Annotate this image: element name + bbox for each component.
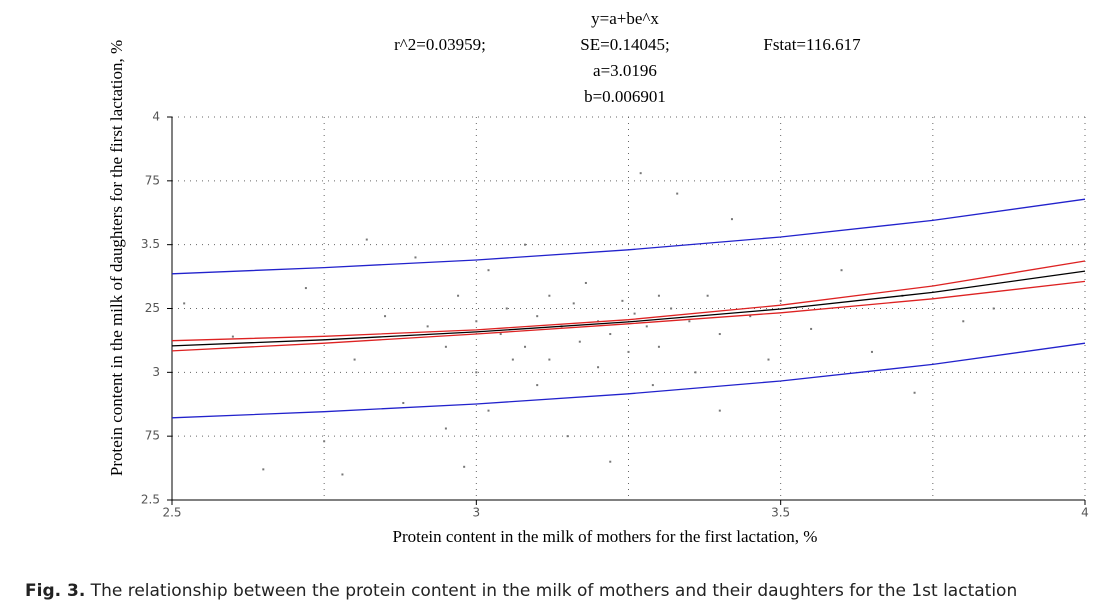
point [670,307,673,310]
y-tick-label: 4 [152,110,160,124]
point [341,473,344,476]
y-tick-label: 75 [145,173,160,187]
point [572,302,575,305]
fit-curve [171,280,1086,352]
x-tick-label: 3 [473,506,481,520]
point [475,320,478,323]
point [609,333,612,336]
point [810,327,813,330]
y-tick-label: 3.5 [141,237,160,251]
point [548,294,551,297]
stat-r2: r^2=0.03959; [394,35,486,54]
x-axis-label: Protein content in the milk of mothers f… [393,527,818,546]
point [718,333,721,336]
point [609,460,612,463]
caption: Fig. 3. The relationship between the pro… [25,581,1017,601]
point [597,366,600,369]
equation: y=a+be^x [591,9,659,28]
point [457,294,460,297]
fit-curve [171,270,1086,347]
point [536,315,539,318]
x-tick-label: 3.5 [771,506,790,520]
point [694,371,697,374]
point [444,427,447,430]
fit-curve [171,342,1086,419]
point [676,192,679,195]
point [414,256,417,259]
stat-fstat: Fstat=116.617 [763,35,861,54]
point [992,307,995,310]
point [524,345,527,348]
x-tick-label: 2.5 [162,506,181,520]
fit-curve [171,260,1086,342]
point [487,409,490,412]
point [870,350,873,353]
point [262,468,265,471]
point [706,294,709,297]
point [913,391,916,394]
point [645,325,648,328]
y-axis-label: Protein content in the milk of daughters… [107,40,126,476]
point [536,384,539,387]
point [566,435,569,438]
point [384,315,387,318]
point [779,299,782,302]
point [688,320,691,323]
y-tick-label: 75 [145,429,160,443]
y-tick-label: 2.5 [141,493,160,507]
point [524,243,527,246]
point [365,238,368,241]
fit-curve [171,198,1086,275]
caption-label: Fig. 3. [25,581,85,601]
point [962,320,965,323]
point [511,358,514,361]
point [487,269,490,272]
point [767,358,770,361]
point [353,358,356,361]
point [505,307,508,310]
point [718,409,721,412]
point [304,287,307,290]
y-tick-label: 3 [152,365,160,379]
point [231,335,234,338]
point [548,358,551,361]
point [499,333,502,336]
y-tick-label: 25 [145,301,160,315]
point [657,294,660,297]
point [633,312,636,315]
point [657,345,660,348]
point [475,371,478,374]
point [183,302,186,305]
point [463,465,466,468]
point [639,172,642,175]
point [840,269,843,272]
point [578,340,581,343]
stat-b: b=0.006901 [584,87,666,106]
point [584,281,587,284]
stat-se: SE=0.14045; [580,35,669,54]
point [651,384,654,387]
point [402,401,405,404]
point [444,345,447,348]
stat-a: a=3.0196 [593,61,657,80]
point [627,350,630,353]
point [323,440,326,443]
caption-text: The relationship between the protein con… [85,581,1017,601]
point [749,315,752,318]
x-tick-label: 4 [1081,506,1089,520]
point [621,299,624,302]
point [730,218,733,221]
point [426,325,429,328]
